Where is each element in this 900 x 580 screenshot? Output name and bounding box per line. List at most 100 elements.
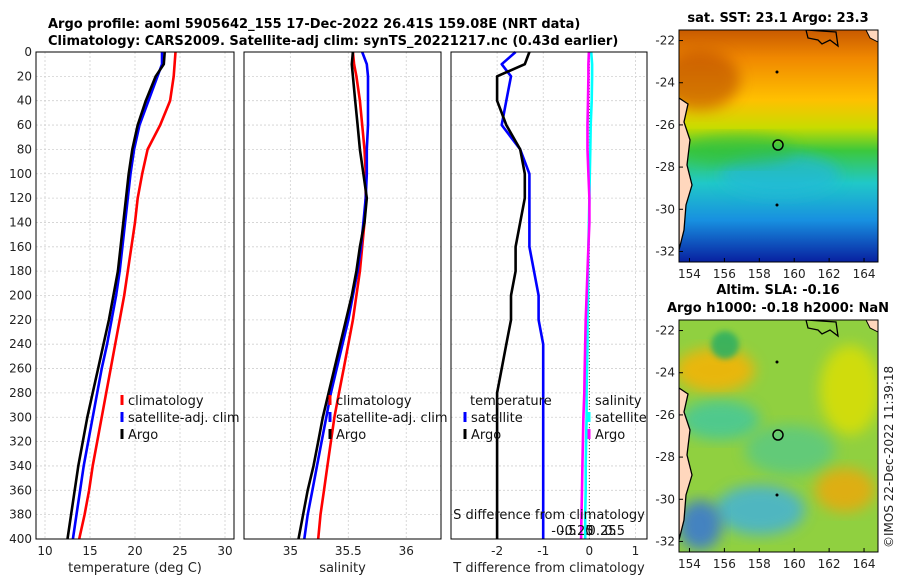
sla-map: Altim. SLA: -0.16 Argo h1000: -0.18 h200… [655, 283, 889, 571]
x-axis-label: temperature (deg C) [68, 561, 202, 576]
depth-tick-label: 120 [9, 191, 32, 205]
map-y-tick-label: -26 [655, 118, 675, 132]
depth-tick-label: 100 [9, 167, 32, 181]
series-line-s-argo [579, 51, 591, 540]
legend-label: climatology [336, 394, 412, 409]
map-y-tick-label: -32 [655, 534, 675, 548]
sla-blob-1 [679, 348, 755, 392]
legend-t-label: satellite [471, 411, 523, 426]
x-tick-label: 36 [399, 544, 414, 558]
legend-t-title: temperature [470, 394, 552, 409]
sst-map-axes: 154 156 158 160 162 164 -22 -24 -26 -28 -30 -32 [655, 34, 875, 281]
map-x-tick-label: 158 [748, 557, 771, 571]
sla-map-title-line1: Altim. SLA: -0.16 [716, 283, 839, 298]
x-tick-label: 35.5 [335, 544, 362, 558]
s-diff-tick-label: 0 [585, 524, 593, 539]
depth-tick-label: 200 [9, 289, 32, 303]
sla-map-title-line2: Argo h1000: -0.18 h2000: NaN [667, 301, 889, 316]
depth-tick-label: 160 [9, 240, 32, 254]
map-x-tick-label: 164 [853, 557, 876, 571]
sla-blob-6 [679, 500, 722, 550]
sla-blob-4 [745, 425, 835, 475]
x-tick-label: -2 [491, 544, 503, 558]
sla-blob-8 [711, 331, 739, 359]
map-y-tick-label: -22 [655, 34, 675, 48]
sla-map-axes: 154 156 158 160 162 164 -22 -24 -26 -28 -30 -32 [655, 324, 875, 571]
x-tick-label: 20 [127, 544, 142, 558]
sla-argo-marker [772, 429, 784, 441]
sla-blob-5 [715, 485, 805, 535]
sst-small-island [775, 70, 779, 74]
map-x-tick-label: 156 [713, 557, 736, 571]
sst-coastline [679, 97, 693, 251]
map-x-tick-label: 164 [853, 267, 876, 281]
x-tick-label: 1 [632, 544, 640, 558]
map-y-tick-label: -32 [655, 244, 675, 258]
depth-tick-label: 40 [17, 94, 32, 108]
plot-frame [243, 51, 442, 540]
depth-tick-label: 380 [9, 508, 32, 522]
legend-s-title: salinity [595, 394, 642, 409]
x-tick-label: 15 [82, 544, 97, 558]
series-line-climatology [77, 51, 177, 540]
map-x-tick-label: 156 [713, 267, 736, 281]
s-diff-tick-label: -0.5 [551, 524, 576, 539]
legend-label: satellite-adj. clim [336, 411, 448, 426]
s-diff-tick-label: 0.25 [588, 524, 617, 539]
depth-tick-label: 0 [24, 45, 32, 59]
sla-map-frame [678, 319, 879, 553]
legend-label: climatology [128, 394, 204, 409]
depth-tick-label: 220 [9, 313, 32, 327]
s-diff-tick-label: 0.5 [604, 524, 625, 539]
map-y-tick-label: -28 [655, 160, 675, 174]
series-line-argo [66, 51, 166, 540]
s-diff-tick-label: -0.25 [560, 524, 594, 539]
x-axis-label: T difference from climatology [452, 561, 645, 576]
map-y-tick-label: -24 [655, 76, 675, 90]
legend-label: Argo [128, 428, 158, 443]
sst-green-patch [685, 135, 795, 165]
salinity-panel: 35 35.5 36 salinity climatology satellite-adj… [243, 51, 448, 576]
sla-blob-3 [680, 400, 760, 440]
map-x-tick-label: 160 [783, 557, 806, 571]
map-x-tick-label: 158 [748, 267, 771, 281]
depth-tick-label: 20 [17, 69, 32, 83]
sst-map: sat. SST: 23.1 Argo: 23.3 154 156 158 160 16… [655, 11, 879, 281]
x-tick-label: 30 [217, 544, 232, 558]
x-tick-label: -1 [537, 544, 549, 558]
series-line-argo [297, 51, 369, 540]
map-x-tick-label: 154 [678, 267, 701, 281]
depth-tick-label: 340 [9, 459, 32, 473]
sla-small-island-2 [775, 493, 779, 497]
map-x-tick-label: 162 [818, 557, 841, 571]
depth-tick-label: 400 [9, 532, 32, 546]
depth-tick-label: 80 [17, 142, 32, 156]
map-y-tick-label: -26 [655, 408, 675, 422]
x-tick-label: 10 [37, 544, 52, 558]
sla-land-corner [865, 320, 878, 333]
s-diff-axis-label: S difference from climatology [453, 508, 645, 523]
depth-tick-label: 240 [9, 337, 32, 351]
sst-map-title: sat. SST: 23.1 Argo: 23.3 [687, 11, 868, 26]
x-tick-label: 25 [172, 544, 187, 558]
x-tick-label: 0 [586, 544, 594, 558]
sla-small-island [775, 360, 779, 364]
depth-tick-label: 360 [9, 483, 32, 497]
map-y-tick-label: -22 [655, 324, 675, 338]
sst-small-island-2 [775, 203, 779, 207]
figure-title-line2: Climatology: CARS2009. Satellite-adj cli… [48, 34, 618, 49]
depth-tick-label: 60 [17, 118, 32, 132]
legend-t-label: Argo [471, 428, 501, 443]
depth-tick-label: 280 [9, 386, 32, 400]
legend-label: satellite-adj. clim [128, 411, 240, 426]
sla-island-outline [805, 320, 839, 338]
figure-title-line1: Argo profile: aoml 5905642_155 17-Dec-20… [48, 17, 580, 32]
temperature-panel: 0 20 40 60 80 100 120 140 160 180 200 220 240 260 280 3… [9, 45, 240, 576]
sst-land-corner [865, 30, 878, 43]
series-line-climatology [316, 51, 368, 540]
sla-coastline [679, 387, 693, 541]
map-x-tick-label: 160 [783, 267, 806, 281]
imos-watermark: ©IMOS 22-Dec-2022 11:39:18 [882, 366, 896, 548]
map-y-tick-label: -28 [655, 450, 675, 464]
